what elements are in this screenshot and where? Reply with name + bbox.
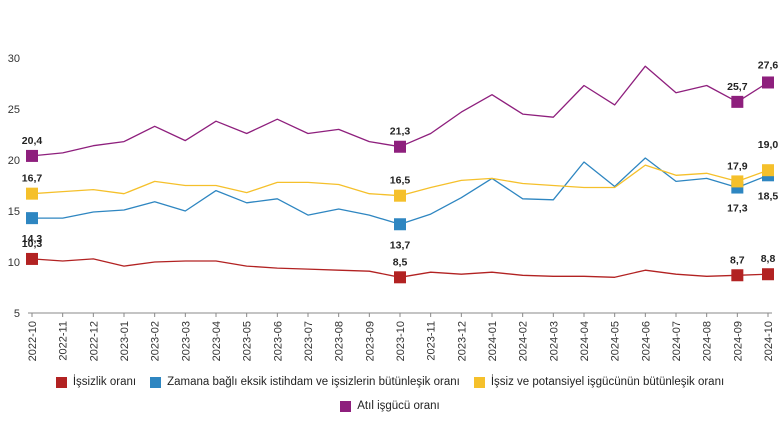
x-tick-label: 2022-11 — [58, 321, 70, 361]
legend-item: Atıl işgücü oranı — [340, 400, 440, 412]
x-tick-label: 2023-08 — [334, 321, 346, 361]
data-label: 16,7 — [22, 173, 43, 185]
legend-item: İşsiz ve potansiyel işgücünün bütünleşik… — [473, 376, 725, 388]
x-tick-label: 2023-04 — [211, 321, 223, 361]
data-label: 21,3 — [390, 126, 411, 138]
x-tick-label: 2024-05 — [610, 321, 622, 361]
y-tick-label: 20 — [8, 155, 20, 167]
legend-label: İşsiz ve potansiyel işgücünün bütünleşik… — [490, 376, 725, 388]
x-tick-label: 2024-06 — [640, 321, 652, 361]
legend-item: Zamana bağlı eksik istihdam ve işsizleri… — [150, 376, 460, 388]
y-tick-label: 25 — [8, 104, 20, 116]
y-tick-label: 30 — [8, 53, 20, 65]
x-tick-label: 2023-07 — [303, 321, 315, 361]
data-label: 8,7 — [730, 254, 745, 266]
data-point-marker — [26, 149, 38, 162]
data-point-marker — [394, 218, 406, 231]
x-tick-label: 2024-08 — [702, 321, 714, 361]
x-tick-label: 2024-07 — [671, 321, 683, 361]
x-tick-label: 2022-10 — [27, 321, 39, 361]
data-label: 18,5 — [758, 190, 779, 202]
data-label: 20,4 — [22, 135, 43, 147]
data-label: 27,6 — [758, 59, 779, 71]
x-tick-label: 2022-12 — [88, 321, 100, 361]
x-tick-label: 2024-02 — [518, 321, 530, 361]
x-tick-label: 2024-04 — [579, 321, 591, 361]
data-point-marker — [26, 187, 38, 200]
data-labels: 10,3 8,5 8,7 8,8 14,3 13,7 17,3 18,5 16,7 16,5 17,… — [22, 59, 779, 268]
x-tick-label: 2023-03 — [180, 321, 192, 361]
x-tick-label: 2023-11 — [426, 321, 438, 361]
x-tick-label: 2023-02 — [150, 321, 162, 361]
legend-swatch — [340, 400, 352, 412]
data-label: 14,3 — [22, 233, 43, 245]
x-tick-label: 2023-09 — [364, 321, 376, 361]
data-point-marker — [394, 140, 406, 153]
legend-label: Zamana bağlı eksik istihdam ve işsizleri… — [167, 376, 460, 388]
x-tick-label: 2023-06 — [272, 321, 284, 361]
x-tick-label: 2023-12 — [456, 321, 468, 361]
series-markers — [26, 76, 774, 284]
data-label: 16,5 — [390, 175, 411, 187]
data-point-marker — [731, 175, 744, 188]
y-tick-label: 5 — [14, 308, 20, 320]
data-label: 17,3 — [727, 203, 748, 215]
x-tick-label: 2023-01 — [119, 321, 131, 361]
data-point-marker — [762, 268, 774, 281]
data-label: 25,7 — [727, 81, 748, 93]
y-tick-label: 15 — [8, 206, 20, 218]
y-tick-label: 10 — [8, 257, 20, 269]
legend-swatch — [150, 376, 162, 388]
data-point-marker — [762, 76, 774, 89]
axes: 5 10 15 20 25 30 2022-10 2022-11 2022-12 2023-01 2… — [8, 53, 775, 361]
x-tick-label: 2024-10 — [763, 321, 775, 361]
data-point-marker — [731, 95, 744, 108]
data-point-marker — [26, 252, 38, 265]
data-label: 19,0 — [758, 139, 779, 151]
legend-swatch — [473, 376, 485, 388]
data-point-marker — [26, 212, 38, 225]
data-label: 10,3 — [22, 238, 43, 250]
x-tick-label: 2024-01 — [487, 321, 499, 361]
legend-swatch — [55, 376, 67, 388]
data-point-marker — [731, 269, 744, 282]
legend: İşsizlik oranı Zamana bağlı eksik istihda… — [0, 370, 780, 418]
data-label: 8,8 — [761, 253, 776, 265]
data-point-marker — [762, 164, 774, 177]
legend-item: İşsizlik oranı — [55, 376, 137, 388]
legend-label: İşsizlik oranı — [72, 376, 137, 388]
data-label: 17,9 — [727, 160, 748, 172]
data-point-marker — [394, 271, 406, 284]
data-point-marker — [394, 189, 406, 202]
x-tick-label: 2023-10 — [395, 321, 407, 361]
legend-row: Atıl işgücü oranı — [0, 394, 780, 418]
data-label: 8,5 — [393, 256, 408, 268]
x-tick-label: 2024-09 — [732, 321, 744, 361]
data-label: 13,7 — [390, 239, 411, 251]
x-tick-label: 2023-05 — [242, 321, 254, 361]
legend-label: Atıl işgücü oranı — [357, 400, 440, 412]
legend-row: İşsizlik oranı Zamana bağlı eksik istihda… — [0, 370, 780, 394]
x-tick-label: 2024-03 — [548, 321, 560, 361]
